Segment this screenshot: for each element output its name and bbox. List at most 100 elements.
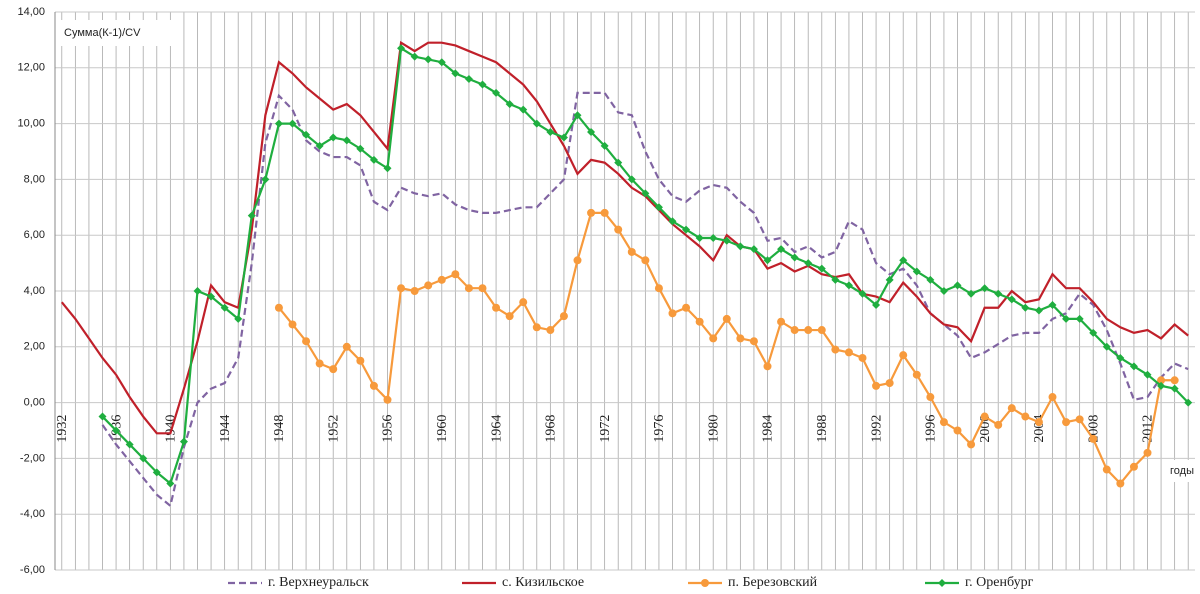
data-point xyxy=(1102,465,1111,474)
data-point xyxy=(817,326,826,335)
data-point xyxy=(722,236,731,245)
data-point xyxy=(1089,434,1098,443)
data-point xyxy=(967,289,976,298)
x-tick-label: 1960 xyxy=(435,415,450,443)
data-point xyxy=(315,359,324,368)
data-point xyxy=(383,164,392,173)
data-point xyxy=(1048,300,1057,309)
legend-marker xyxy=(701,579,709,587)
data-point xyxy=(166,479,175,488)
data-point xyxy=(369,381,378,390)
data-point xyxy=(478,284,487,293)
data-point xyxy=(1034,418,1043,427)
x-title-box xyxy=(1166,460,1200,482)
data-point xyxy=(1157,376,1166,385)
data-point xyxy=(220,303,229,312)
x-tick-label: 1984 xyxy=(761,415,776,443)
data-point xyxy=(383,395,392,404)
data-point xyxy=(532,119,541,128)
data-point xyxy=(587,208,596,217)
data-point xyxy=(709,334,718,343)
data-point xyxy=(1102,342,1111,351)
data-point xyxy=(804,326,813,335)
data-point xyxy=(912,267,921,276)
x-tick-label: 1952 xyxy=(326,415,341,443)
data-point xyxy=(736,242,745,251)
y-tick-label: 0,00 xyxy=(24,397,45,409)
data-point xyxy=(817,264,826,273)
data-point xyxy=(994,289,1003,298)
data-point xyxy=(899,351,908,360)
data-point xyxy=(193,287,202,295)
data-point xyxy=(939,287,948,295)
data-point xyxy=(1062,314,1071,323)
data-point xyxy=(573,256,582,265)
data-point xyxy=(939,418,948,427)
data-point xyxy=(749,337,758,346)
data-point xyxy=(1048,393,1057,402)
data-point xyxy=(641,189,650,198)
data-point xyxy=(410,52,419,61)
x-tick-label: 1972 xyxy=(598,415,613,443)
data-point xyxy=(519,105,528,114)
data-point xyxy=(410,287,419,295)
data-point xyxy=(926,275,935,284)
data-point xyxy=(668,217,677,226)
x-tick-label: 1968 xyxy=(544,415,559,443)
legend-marker xyxy=(938,579,946,587)
data-point xyxy=(329,133,338,142)
data-point xyxy=(885,379,894,388)
data-point xyxy=(777,245,786,254)
data-point xyxy=(179,437,188,446)
series-line xyxy=(60,40,1189,435)
data-point xyxy=(1007,295,1016,304)
data-point xyxy=(1143,448,1152,457)
data-point xyxy=(980,412,989,421)
data-point xyxy=(356,144,365,153)
data-point xyxy=(1184,398,1193,407)
data-point xyxy=(125,440,134,449)
data-point xyxy=(709,233,718,242)
x-tick-label: 1944 xyxy=(218,415,233,443)
data-point xyxy=(559,312,568,321)
data-point xyxy=(519,298,528,307)
data-point xyxy=(532,323,541,332)
data-point xyxy=(139,454,148,463)
data-point xyxy=(1007,404,1016,413)
x-tick-label: 1976 xyxy=(652,415,667,443)
data-point xyxy=(654,284,663,293)
data-point xyxy=(722,314,731,323)
data-point xyxy=(777,317,786,326)
x-tick-label: 1932 xyxy=(55,415,70,443)
data-point xyxy=(152,468,161,477)
data-point xyxy=(1157,381,1166,390)
data-point xyxy=(342,342,351,351)
data-point xyxy=(831,275,840,284)
data-point xyxy=(478,80,487,89)
data-point xyxy=(288,119,297,128)
data-point xyxy=(1116,479,1125,488)
data-point xyxy=(397,44,406,53)
data-point xyxy=(505,312,514,321)
data-point xyxy=(804,259,813,268)
x-tick-label: 1996 xyxy=(924,415,939,443)
data-point xyxy=(614,158,623,167)
data-point xyxy=(790,326,799,335)
data-point xyxy=(207,292,216,301)
y-tick-label: 12,00 xyxy=(17,62,45,74)
data-point xyxy=(274,119,283,128)
y-tick-label: 2,00 xyxy=(24,341,45,353)
data-point xyxy=(600,141,609,150)
data-point xyxy=(790,253,799,262)
y-tick-label: 4,00 xyxy=(24,285,45,297)
x-tick-label: 1988 xyxy=(815,415,830,443)
data-point xyxy=(559,133,568,142)
data-point xyxy=(668,309,677,318)
data-point xyxy=(749,245,758,254)
data-point xyxy=(844,281,853,290)
data-point xyxy=(980,284,989,293)
data-point xyxy=(437,58,446,67)
data-point xyxy=(1075,314,1084,323)
data-point xyxy=(899,256,908,265)
data-point xyxy=(302,130,311,139)
